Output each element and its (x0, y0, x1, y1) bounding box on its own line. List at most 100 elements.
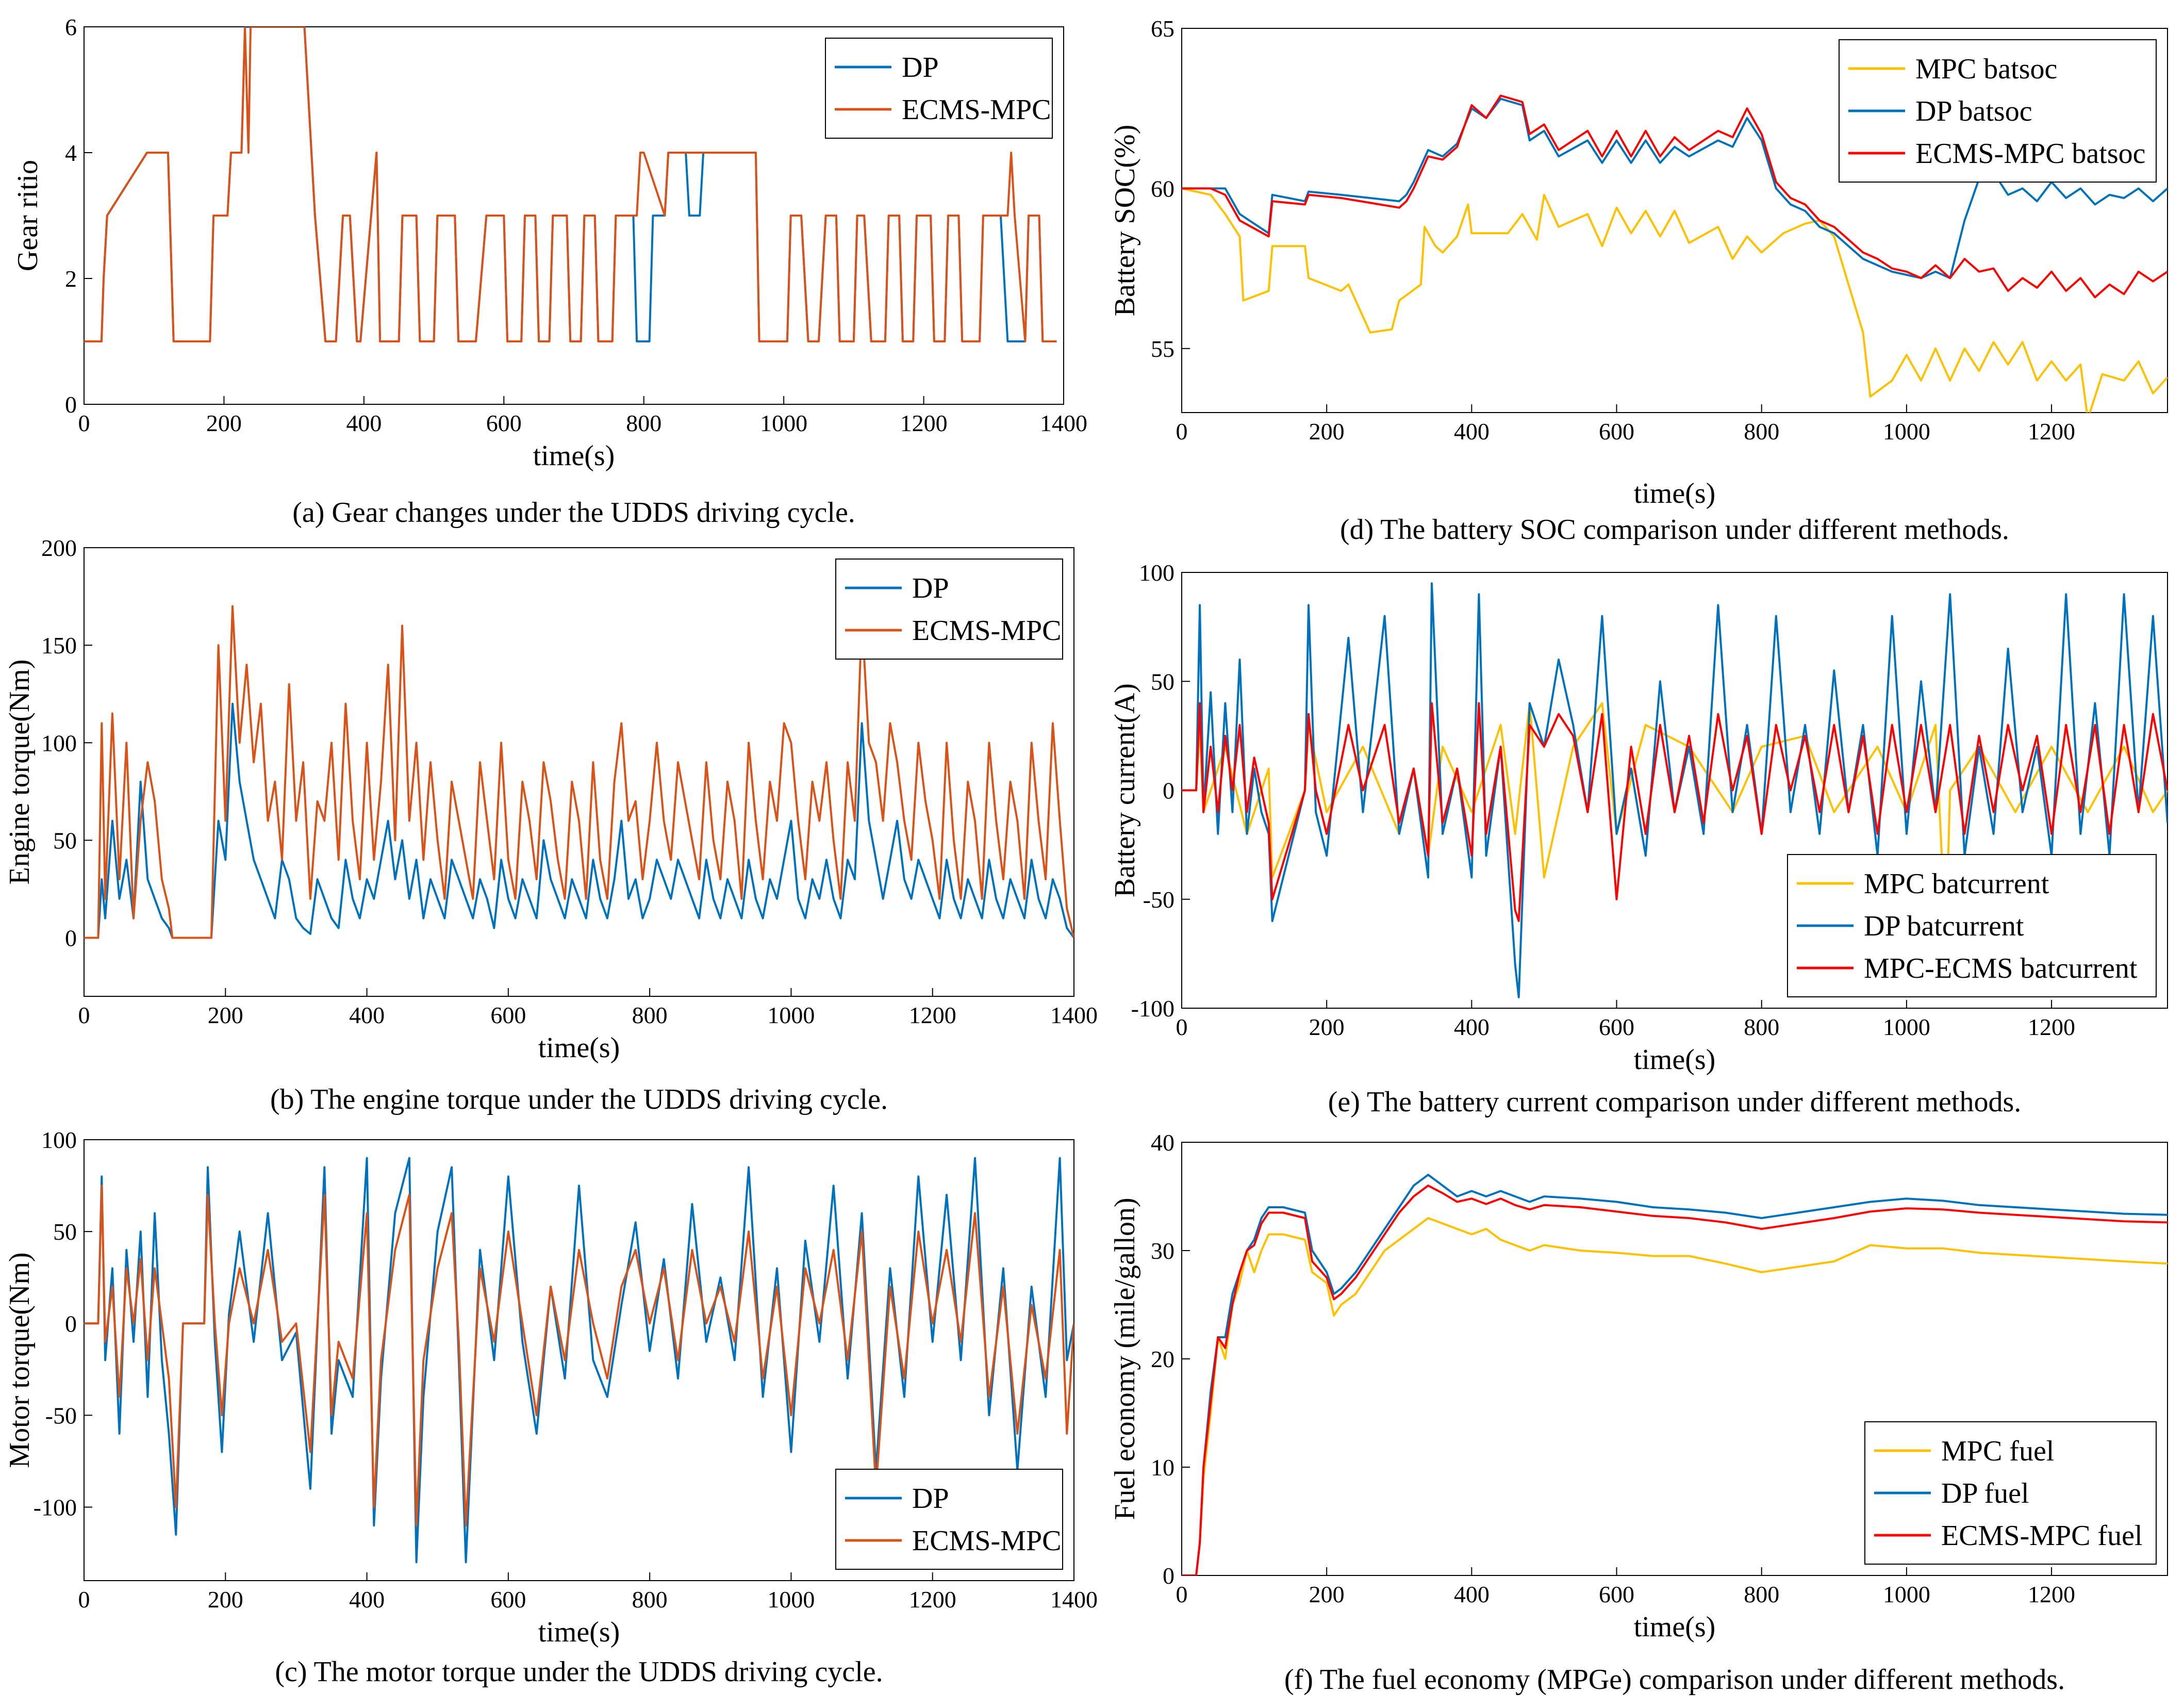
x-tick-label: 600 (1599, 418, 1634, 445)
y-tick-label: 6 (65, 14, 77, 40)
panel-c: 0 200 400 600 800 1000 1200 1400 -100 -50 0 50 100 ti… (4, 1127, 1098, 1688)
series-line-dp (84, 702, 1074, 939)
x-tick-label: 1000 (767, 1586, 815, 1613)
panel-b: 0 200 400 600 800 1000 1200 1400 0 50 100 150 200 tim… (4, 535, 1098, 1115)
x-tick-label: 200 (206, 410, 242, 436)
legend-label: DP (902, 52, 939, 84)
x-tick-label: 1400 (1040, 410, 1087, 436)
legend: MPC fuel DP fuel ECMS-MPC fuel (1864, 1421, 2157, 1565)
x-tick-label: 600 (490, 1586, 526, 1613)
x-tick-label: 400 (1454, 418, 1490, 445)
legend-label: ECMS-MPC (912, 1525, 1061, 1557)
panel-a: 0 200 400 600 800 1000 1200 1400 0 2 4 6 time(s) Gear… (12, 14, 1087, 529)
legend: DP ECMS-MPC (835, 559, 1063, 660)
x-tick-label: 1000 (1883, 1014, 1930, 1040)
panel-caption: (a) Gear changes under the UDDS driving … (292, 497, 855, 529)
y-tick-label: 50 (53, 827, 77, 853)
y-tick-label: -50 (45, 1402, 77, 1428)
series-line-ecms-mpc (84, 27, 1057, 342)
y-tick-label: 50 (1151, 668, 1174, 695)
x-tick-label: 1200 (909, 1002, 956, 1028)
x-tick-label: 1000 (767, 1002, 815, 1028)
y-tick-label: 20 (1151, 1346, 1174, 1372)
legend-label: DP (912, 572, 949, 604)
x-tick-label: 1400 (1050, 1586, 1098, 1613)
x-tick-label: 0 (1176, 1581, 1188, 1607)
x-axis-label: time(s) (1634, 1044, 1716, 1076)
y-tick-label: 150 (41, 632, 77, 659)
panel-f: 0 200 400 600 800 1000 1200 0 10 20 30 40 time(s) Fue… (1109, 1129, 2168, 1696)
x-axis-label: time(s) (533, 440, 615, 472)
panel-caption: (b) The engine torque under the UDDS dri… (270, 1083, 888, 1115)
x-tick-label: 600 (1599, 1581, 1634, 1607)
y-tick-label: 60 (1151, 175, 1174, 202)
x-tick-label: 0 (78, 1002, 90, 1028)
series-line-dp-batcurrent (1182, 582, 2168, 998)
x-axis-label: time(s) (1634, 1611, 1716, 1643)
x-tick-label: 600 (490, 1002, 526, 1028)
x-axis-label: time(s) (538, 1616, 620, 1648)
x-tick-label: 1200 (909, 1586, 956, 1613)
legend-label: DP (912, 1483, 949, 1515)
legend: MPC batsoc DP batsoc ECMS-MPC batsoc (1839, 39, 2157, 183)
x-tick-label: 400 (349, 1002, 385, 1028)
x-tick-label: 800 (1744, 418, 1779, 445)
x-tick-label: 200 (208, 1586, 243, 1613)
series-line-dp-batsoc (1182, 97, 2168, 280)
y-tick-label: 0 (65, 391, 77, 418)
series-line-ecms-mpc-batsoc (1182, 94, 2168, 299)
y-tick-label: 55 (1151, 336, 1174, 362)
x-tick-label: 800 (632, 1002, 668, 1028)
x-tick-label: 0 (78, 1586, 90, 1613)
y-tick-label: 4 (65, 140, 77, 166)
x-tick-label: 0 (1176, 1014, 1188, 1040)
x-tick-label: 200 (1309, 1581, 1345, 1607)
x-tick-label: 1200 (2028, 1014, 2075, 1040)
y-tick-label: 200 (41, 535, 77, 561)
x-tick-label: 1200 (900, 410, 948, 436)
x-tick-label: 200 (1309, 1014, 1345, 1040)
y-tick-label: 0 (1163, 1563, 1174, 1589)
panel-e: 0 200 400 600 800 1000 1200 -100 -50 0 50 100 time(s… (1109, 560, 2168, 1118)
legend-label: MPC batsoc (1915, 53, 2057, 85)
x-tick-label: 200 (208, 1002, 243, 1028)
x-tick-label: 400 (1454, 1014, 1490, 1040)
x-tick-label: 1200 (2028, 418, 2075, 445)
x-tick-label: 1000 (760, 410, 807, 436)
x-tick-label: 600 (1599, 1014, 1634, 1040)
series-line-mpc-ecms-batcurrent (1182, 702, 2168, 922)
x-tick-label: 800 (626, 410, 661, 436)
y-tick-label: 100 (41, 730, 77, 756)
y-tick-label: -100 (34, 1494, 77, 1521)
y-axis-label: Battery current(A) (1109, 683, 1141, 897)
panel-caption: (f) The fuel economy (MPGe) comparison u… (1284, 1664, 2065, 1696)
y-tick-label: 0 (65, 925, 77, 951)
y-tick-label: 2 (65, 266, 77, 292)
legend-label: ECMS-MPC (912, 615, 1061, 647)
y-tick-label: 10 (1151, 1454, 1174, 1481)
legend: DP ECMS-MPC (835, 1469, 1063, 1570)
y-tick-label: 50 (53, 1219, 77, 1245)
series-line-ecms-mpc (84, 1185, 1074, 1527)
x-tick-label: 200 (1309, 418, 1345, 445)
x-tick-label: 800 (632, 1586, 668, 1613)
panel-caption: (e) The battery current comparison under… (1328, 1086, 2022, 1118)
legend-label: MPC fuel (1941, 1435, 2054, 1467)
legend-label: DP batcurrent (1864, 910, 2024, 942)
x-tick-label: 1400 (1050, 1002, 1098, 1028)
x-tick-label: 400 (346, 410, 382, 436)
panel-d: 0 200 400 600 800 1000 1200 55 60 65 time(s) Batter… (1109, 15, 2168, 546)
y-tick-label: 100 (41, 1127, 77, 1153)
legend-box (835, 1469, 1063, 1570)
y-tick-label: 0 (65, 1310, 77, 1337)
x-tick-label: 800 (1744, 1581, 1779, 1607)
y-tick-label: 100 (1139, 560, 1174, 586)
legend-label: MPC batcurrent (1864, 868, 2049, 900)
y-tick-label: 40 (1151, 1129, 1174, 1156)
y-tick-label: -100 (1131, 995, 1174, 1022)
y-tick-label: 0 (1163, 778, 1174, 804)
x-tick-label: 0 (78, 410, 90, 436)
legend-label: ECMS-MPC (902, 94, 1051, 126)
x-axis-label: time(s) (1634, 478, 1716, 510)
series-line-ecms-mpc-fuel (1182, 1185, 2168, 1575)
